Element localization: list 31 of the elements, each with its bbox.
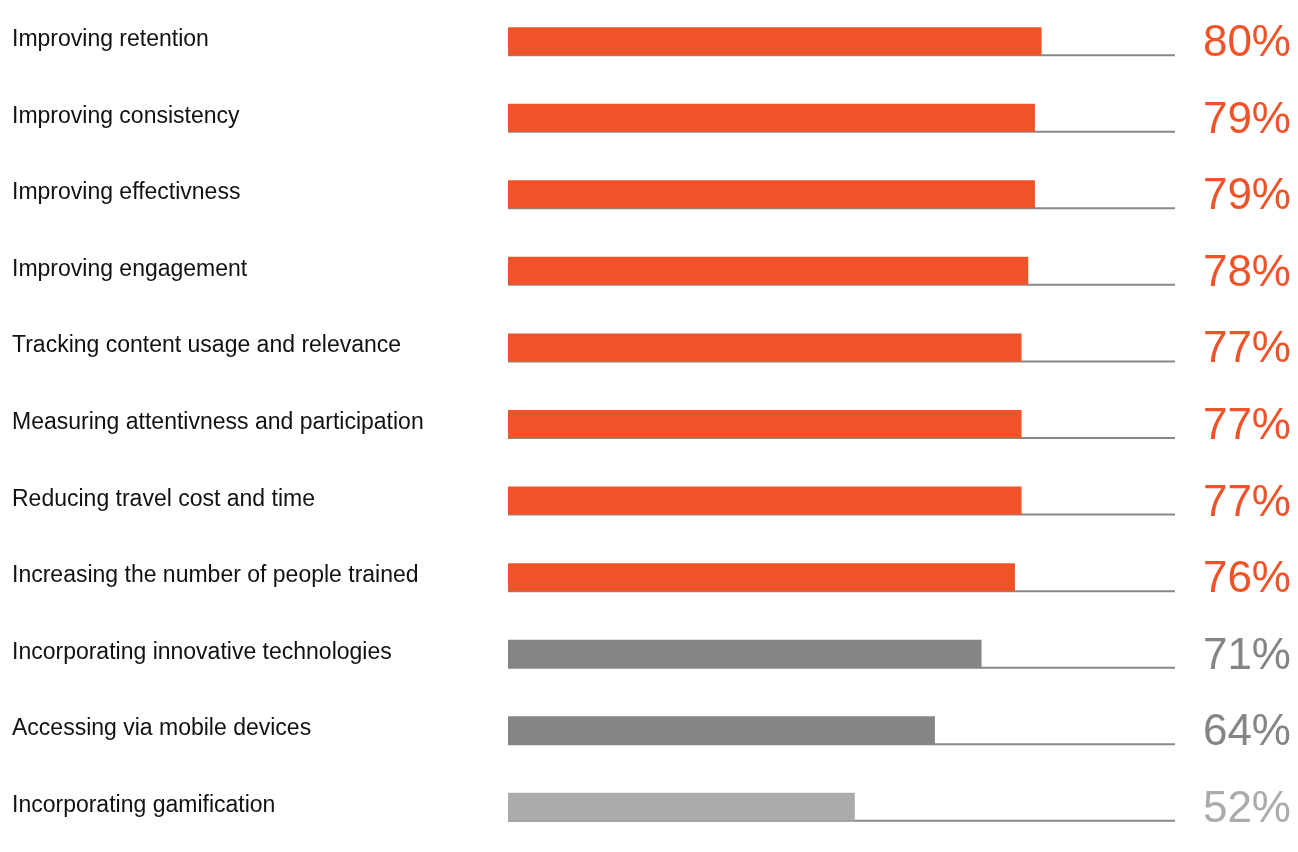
data-label: 76%	[1202, 552, 1291, 602]
y-tick-label: Improving consistency	[12, 101, 241, 128]
data-label: 78%	[1202, 245, 1291, 295]
data-label: 52%	[1202, 781, 1291, 831]
data-label: 77%	[1202, 322, 1291, 372]
bar	[508, 256, 1029, 285]
y-tick-label: Measuring attentivness and participation	[12, 408, 424, 434]
bar	[508, 792, 855, 821]
bar	[508, 27, 1042, 56]
data-label: 71%	[1202, 628, 1291, 678]
data-label: 77%	[1202, 475, 1291, 525]
bar	[508, 333, 1022, 362]
y-tick-label: Accessing via mobile devices	[12, 714, 312, 741]
data-label: 79%	[1202, 169, 1291, 219]
y-tick-label: Incorporating gamification	[12, 790, 276, 817]
y-tick-label: Reducing travel cost and time	[12, 484, 315, 511]
bar	[508, 563, 1015, 592]
y-tick-label: Improving effectivness	[12, 178, 241, 205]
y-tick-label: Improving engagement	[12, 254, 248, 281]
y-tick-label: Incorporating innovative technologies	[12, 637, 392, 664]
data-label: 77%	[1202, 399, 1291, 448]
bar	[508, 180, 1035, 209]
y-tick-label: Improving retention	[12, 25, 209, 52]
data-label: 80%	[1202, 16, 1291, 66]
bar	[508, 410, 1022, 438]
data-label: 64%	[1202, 705, 1291, 755]
data-label: 79%	[1202, 92, 1291, 142]
y-tick-label: Increasing the number of people trained	[12, 561, 419, 588]
bar	[508, 486, 1022, 515]
y-tick-label: Tracking content usage and relevance	[12, 331, 402, 358]
bar	[508, 103, 1035, 132]
